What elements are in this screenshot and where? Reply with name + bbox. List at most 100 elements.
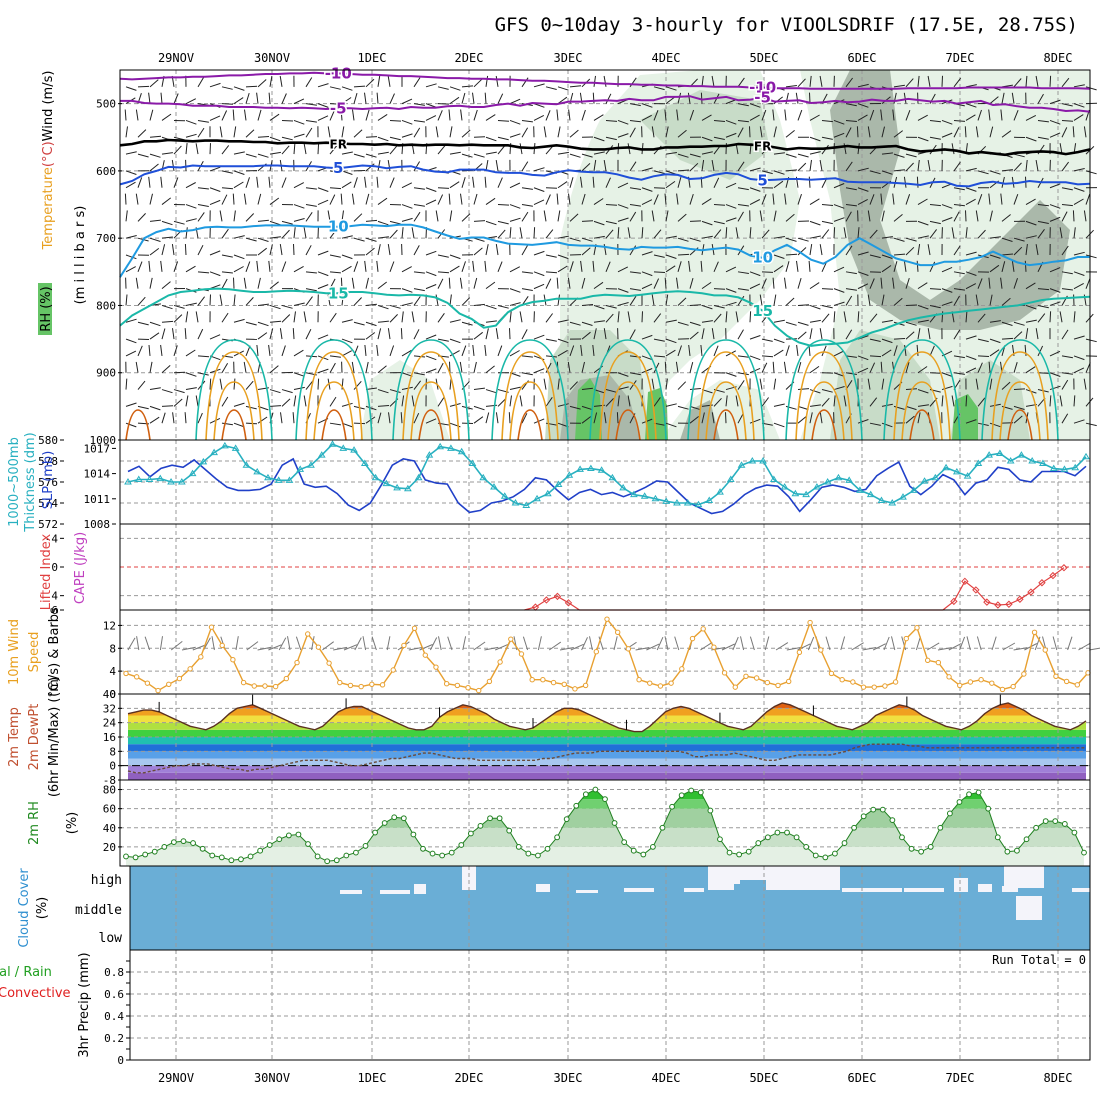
slp-marker <box>457 447 466 455</box>
wind-barb <box>521 204 533 207</box>
wind-barb <box>664 193 667 205</box>
slp-marker <box>167 478 175 485</box>
wind-barb <box>1001 253 1014 256</box>
rh-marker <box>937 824 944 831</box>
lifted-index-marker <box>1038 579 1046 587</box>
wind-marker <box>294 659 300 666</box>
slp-marker <box>253 467 262 475</box>
wind-marker <box>347 682 354 689</box>
wind-barb <box>197 372 209 376</box>
wind-barb <box>1073 251 1085 256</box>
wind-barb <box>881 319 893 323</box>
wind-barb <box>629 187 641 190</box>
wind-barb <box>556 277 559 289</box>
warm-temperature-loop <box>125 409 151 441</box>
wind-barb <box>989 170 1001 175</box>
wind-barb <box>557 265 568 273</box>
wind-barb <box>557 378 560 390</box>
wind-barb <box>401 288 413 293</box>
wind-barb <box>809 404 821 407</box>
wind-barb <box>473 405 485 411</box>
slp-marker <box>920 477 929 484</box>
wind-barb <box>484 344 487 356</box>
wind-barb <box>797 388 810 391</box>
wind-barb <box>749 83 761 88</box>
wind-barb <box>125 422 137 428</box>
wind-barb <box>784 277 787 289</box>
wind-barb <box>353 85 366 88</box>
wind-barb <box>773 180 784 189</box>
wind-barb <box>161 389 173 394</box>
axis-tick-label: 6 <box>51 604 58 617</box>
wind-barb <box>689 405 701 411</box>
wind-barb <box>257 332 268 340</box>
slp-marker <box>576 465 584 472</box>
rh-bands <box>126 789 1084 866</box>
wind-barb <box>845 204 857 207</box>
wind-barb <box>965 419 977 424</box>
warm-temperature-loop <box>402 351 460 441</box>
wind-barb <box>953 119 966 122</box>
wind-barb <box>209 250 221 256</box>
wind-barb <box>161 365 171 374</box>
wind-barb <box>701 159 705 171</box>
temperature-contour <box>119 287 1091 347</box>
wind-barb <box>881 349 892 357</box>
wind-barb <box>989 254 1001 259</box>
lifted-index-marker <box>542 596 551 604</box>
axis-tick-label: 580 <box>38 434 58 447</box>
wind-barb <box>292 412 295 424</box>
wind-barb <box>749 355 761 361</box>
wind-barb <box>243 277 247 289</box>
wind-barb <box>449 294 452 306</box>
wind-barb <box>137 405 149 410</box>
slp-marker <box>317 451 326 458</box>
wind-barb <box>833 217 845 222</box>
wind-barb <box>413 412 420 424</box>
wind-barb <box>881 152 893 155</box>
wind-barb <box>569 153 581 158</box>
slp-marker <box>813 483 821 490</box>
rh-marker <box>257 847 264 854</box>
wind-barb <box>581 193 586 205</box>
wind-marker <box>818 647 824 653</box>
wind-barb <box>903 176 907 188</box>
wind-barb <box>353 153 365 158</box>
wind-barb <box>233 170 245 175</box>
warm-temperature-loop <box>901 381 943 441</box>
wind-barb <box>485 160 489 171</box>
wind-barb <box>1049 204 1061 209</box>
wind-barb <box>965 167 977 172</box>
wind-barb <box>785 253 798 256</box>
wind-barb <box>784 109 787 121</box>
wind-barb <box>425 368 437 374</box>
wind-barb <box>869 338 881 342</box>
wind-barb <box>665 403 677 407</box>
rh-marker <box>1004 848 1011 855</box>
wind-barb <box>197 412 203 424</box>
wind-barb <box>605 220 617 225</box>
wind-barb <box>617 133 629 138</box>
wind-barb <box>881 294 885 306</box>
wind-barb <box>825 636 831 651</box>
wind-barb <box>497 145 506 155</box>
wind-barb <box>1049 288 1061 293</box>
lifted-index-marker <box>972 586 980 594</box>
wind-barb <box>377 75 381 87</box>
wind-barb <box>545 362 552 373</box>
wind-barb <box>401 395 405 407</box>
rh-marker <box>726 849 733 856</box>
wind-barb <box>880 193 883 205</box>
wind-barb <box>1025 282 1036 290</box>
wind-barb <box>725 99 737 105</box>
wind-barb <box>711 160 715 171</box>
wind-barb <box>653 110 659 121</box>
wind-barb <box>1073 282 1084 290</box>
wind-barb <box>651 378 655 390</box>
wind-barb <box>365 136 378 138</box>
wind-barb <box>773 403 785 407</box>
wind-barb <box>603 75 607 87</box>
wind-barb <box>665 235 677 239</box>
rh-legend-swatch <box>38 283 52 335</box>
wind-barb <box>965 227 968 239</box>
